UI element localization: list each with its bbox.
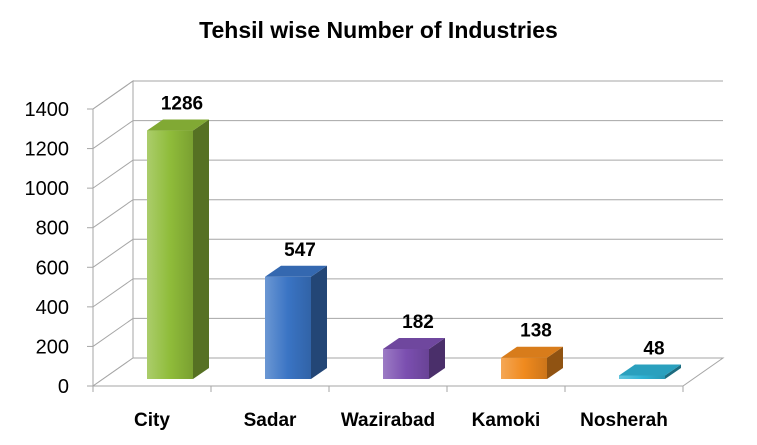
gridline [92, 120, 723, 149]
bar [147, 119, 209, 379]
bar-top [619, 364, 681, 376]
data-label: 182 [402, 312, 434, 333]
bar [619, 364, 681, 379]
bar-top [147, 119, 209, 131]
bar-side [311, 265, 327, 379]
gridline [92, 278, 723, 308]
bar-side [547, 346, 563, 379]
y-tick-label: 200 [36, 336, 69, 358]
gridline [92, 238, 723, 268]
y-axis-ticks: 0 200 400 600 800 1000 1200 1400 [25, 99, 70, 398]
bar-front [265, 276, 311, 379]
bars [147, 119, 681, 379]
x-category-label: Nosherah [580, 410, 668, 431]
x-category-label: Wazirabad [341, 410, 435, 431]
bar-front [147, 130, 193, 379]
y-tick-label: 400 [36, 297, 69, 319]
x-category-label: Sadar [244, 410, 297, 431]
bar-front [619, 375, 665, 379]
side-wall [92, 80, 134, 387]
bar [265, 265, 327, 379]
y-tick-label: 1200 [25, 139, 70, 161]
bar-top [383, 337, 445, 349]
data-label: 48 [643, 339, 664, 360]
gridlines [87, 80, 723, 392]
y-tick-label: 1400 [25, 99, 70, 121]
chart-title: Tehsil wise Number of Industries [199, 17, 558, 43]
data-label: 1286 [161, 94, 203, 115]
x-category-label: City [134, 410, 170, 431]
y-tick-label: 0 [58, 376, 69, 398]
bar-front [501, 357, 547, 379]
y-tick-label: 800 [36, 218, 69, 240]
bar-top [265, 265, 327, 277]
bar-side [193, 119, 209, 379]
bar [501, 346, 563, 379]
gridline [92, 317, 723, 347]
data-label: 547 [284, 240, 316, 261]
bar [383, 337, 445, 379]
data-labels: 1286 547 182 138 48 [161, 94, 665, 360]
gridline [92, 159, 723, 189]
gridline [92, 199, 723, 229]
bar-front [383, 348, 429, 379]
data-label: 138 [520, 321, 552, 342]
x-axis-categories: City Sadar Wazirabad Kamoki Nosherah [134, 410, 668, 431]
y-tick-label: 1000 [25, 178, 70, 200]
bar-top [501, 346, 563, 358]
gridline [92, 80, 723, 110]
bar-side [429, 337, 445, 379]
bar-side [665, 364, 681, 379]
y-tick-label: 600 [36, 257, 69, 279]
x-category-label: Kamoki [472, 410, 541, 431]
